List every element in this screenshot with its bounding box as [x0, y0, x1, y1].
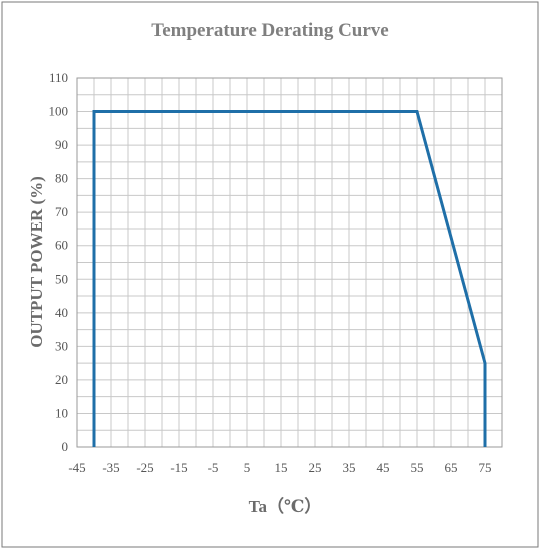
x-tick-label: 65: [445, 460, 458, 475]
x-axis-label: Ta（℃）: [249, 496, 322, 516]
y-tick-label: 10: [55, 405, 68, 420]
chart-title: Temperature Derating Curve: [151, 20, 388, 41]
x-tick-label: 15: [275, 460, 288, 475]
x-tick-label: -35: [102, 460, 119, 475]
y-axis-label: OUTPUT POWER (%): [27, 176, 46, 348]
y-tick-label: 40: [55, 305, 68, 320]
y-tick-label: 80: [55, 171, 68, 186]
y-tick-label: 0: [62, 439, 69, 454]
x-tick-label: -25: [136, 460, 153, 475]
x-tick-label: -15: [170, 460, 187, 475]
y-tick-label: 110: [49, 70, 68, 85]
x-tick-label: 75: [479, 460, 492, 475]
y-tick-label: 70: [55, 204, 68, 219]
x-tick-label: -45: [68, 460, 85, 475]
derating-series-line: [92, 110, 487, 447]
plot-area-border: [76, 77, 503, 448]
y-tick-label: 60: [55, 238, 68, 253]
x-tick-label: -5: [208, 460, 219, 475]
x-tick-label: 55: [411, 460, 424, 475]
y-tick-label: 50: [55, 271, 68, 286]
y-tick-label: 90: [55, 137, 68, 152]
x-tick-label: 5: [244, 460, 251, 475]
grid-layer: [76, 77, 503, 448]
series-layer: [92, 110, 487, 447]
x-tick-label: 25: [309, 460, 322, 475]
y-tick-label: 30: [55, 338, 68, 353]
x-tick-label: 35: [343, 460, 356, 475]
y-tick-label: 100: [49, 104, 69, 119]
tick-labels: -45 -35 -25 -15 -5 5 15 25 35 45 55 65 75 0 10 20 30 40 50…: [49, 70, 492, 475]
x-tick-label: 45: [377, 460, 390, 475]
y-tick-label: 20: [55, 372, 68, 387]
